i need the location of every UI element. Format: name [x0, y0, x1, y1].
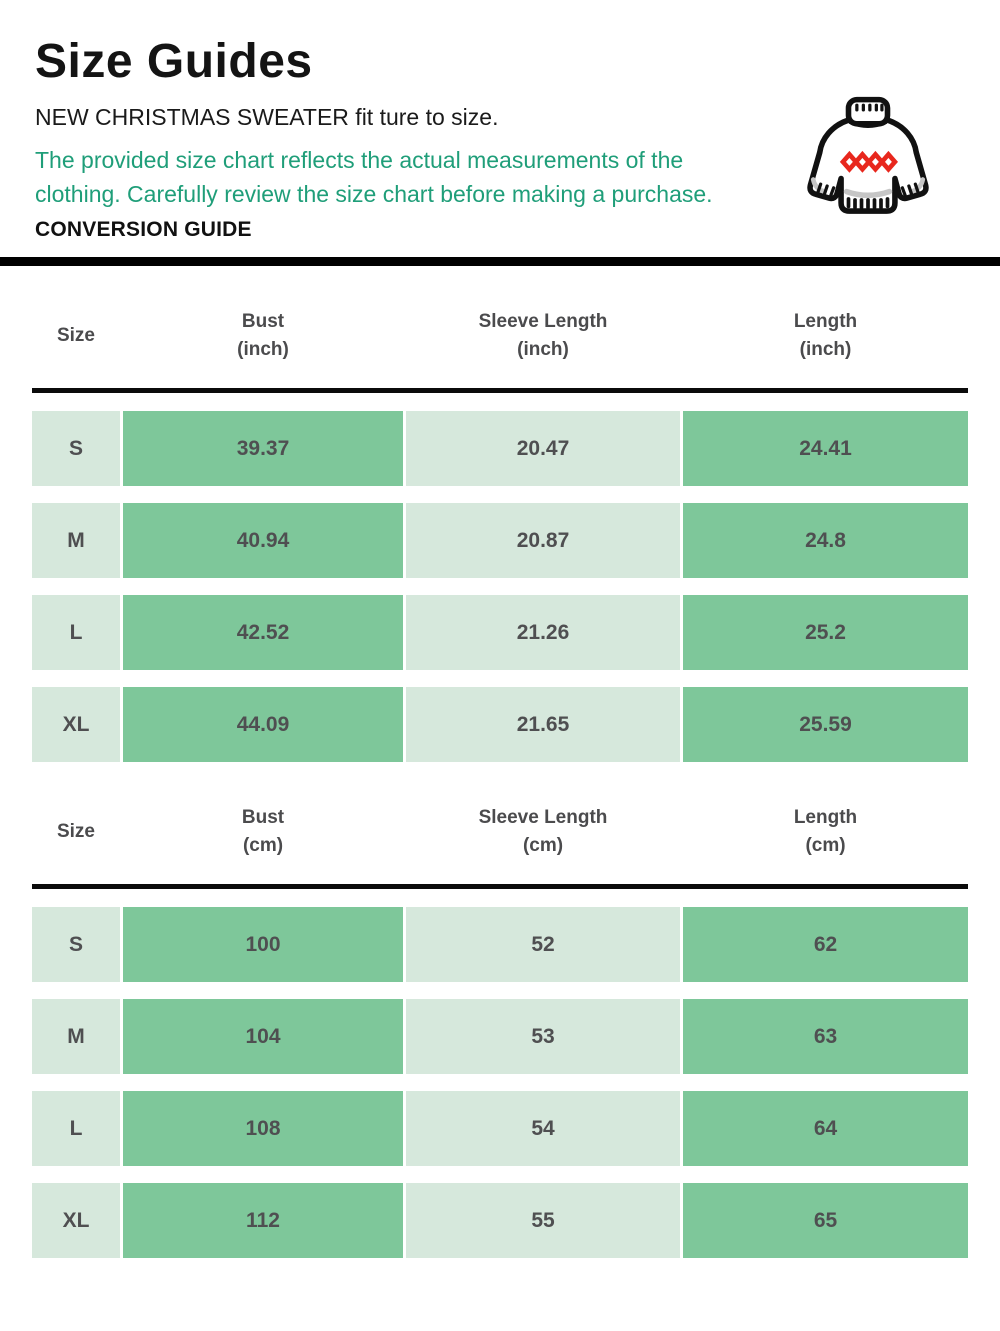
- col-header-sleeve-length: Sleeve Length (cm): [478, 807, 608, 856]
- cell-bust: 104: [123, 999, 403, 1074]
- cell-length: 25.59: [683, 687, 968, 762]
- cell-sleeve: 20.47: [406, 411, 680, 486]
- col-header-length: Length (inch): [793, 311, 858, 360]
- cell-size: S: [32, 411, 120, 486]
- sweater-icon: [798, 95, 938, 225]
- conversion-guide-label: CONVERSION GUIDE: [35, 218, 252, 241]
- cell-sleeve: 21.65: [406, 687, 680, 762]
- page-subtitle: NEW CHRISTMAS SWEATER fit ture to size.: [35, 104, 499, 130]
- cell-sleeve: 54: [406, 1091, 680, 1166]
- cell-sleeve: 53: [406, 999, 680, 1074]
- cell-bust: 100: [123, 907, 403, 982]
- section-divider: [0, 257, 1000, 266]
- cell-bust: 112: [123, 1183, 403, 1258]
- col-header-size: Size: [56, 821, 96, 842]
- cell-size: M: [32, 503, 120, 578]
- page-title: Size Guides: [35, 35, 313, 88]
- cell-bust: 40.94: [123, 503, 403, 578]
- cell-length: 63: [683, 999, 968, 1074]
- col-header-length: Length (cm): [793, 807, 858, 856]
- cell-length: 62: [683, 907, 968, 982]
- cell-size: L: [32, 1091, 120, 1166]
- cell-bust: 108: [123, 1091, 403, 1166]
- size-table-inch: Size Bust (inch) Sleeve Length (inch) Leng…: [32, 266, 968, 762]
- cell-length: 24.8: [683, 503, 968, 578]
- header-rule: [32, 884, 968, 889]
- table-header-row: Size Bust (cm) Sleeve Length (cm) Length (c…: [32, 762, 968, 884]
- col-header-bust: Bust (inch): [237, 311, 289, 360]
- table-body: S 100 52 62 M 104 53 63 L 108 54 64 XL 1…: [32, 907, 968, 1258]
- col-header-sleeve-length: Sleeve Length (inch): [478, 311, 608, 360]
- size-note: The provided size chart reflects the act…: [35, 147, 713, 207]
- cell-size: L: [32, 595, 120, 670]
- cell-size: XL: [32, 1183, 120, 1258]
- cell-size: S: [32, 907, 120, 982]
- cell-length: 65: [683, 1183, 968, 1258]
- col-header-bust: Bust (cm): [241, 807, 285, 856]
- cell-sleeve: 55: [406, 1183, 680, 1258]
- size-table-cm: Size Bust (cm) Sleeve Length (cm) Length (c…: [32, 762, 968, 1258]
- cell-length: 64: [683, 1091, 968, 1166]
- cell-length: 25.2: [683, 595, 968, 670]
- cell-bust: 42.52: [123, 595, 403, 670]
- cell-bust: 39.37: [123, 411, 403, 486]
- cell-size: M: [32, 999, 120, 1074]
- table-body: S 39.37 20.47 24.41 M 40.94 20.87 24.8 L…: [32, 411, 968, 762]
- cell-size: XL: [32, 687, 120, 762]
- table-header-row: Size Bust (inch) Sleeve Length (inch) Leng…: [32, 266, 968, 388]
- header-section: Size Guides NEW CHRISTMAS SWEATER fit tu…: [0, 0, 1000, 243]
- cell-sleeve: 20.87: [406, 503, 680, 578]
- cell-sleeve: 21.26: [406, 595, 680, 670]
- header-rule: [32, 388, 968, 393]
- col-header-size: Size: [56, 325, 96, 346]
- cell-bust: 44.09: [123, 687, 403, 762]
- size-tables: Size Bust (inch) Sleeve Length (inch) Leng…: [0, 266, 1000, 1258]
- cell-length: 24.41: [683, 411, 968, 486]
- cell-sleeve: 52: [406, 907, 680, 982]
